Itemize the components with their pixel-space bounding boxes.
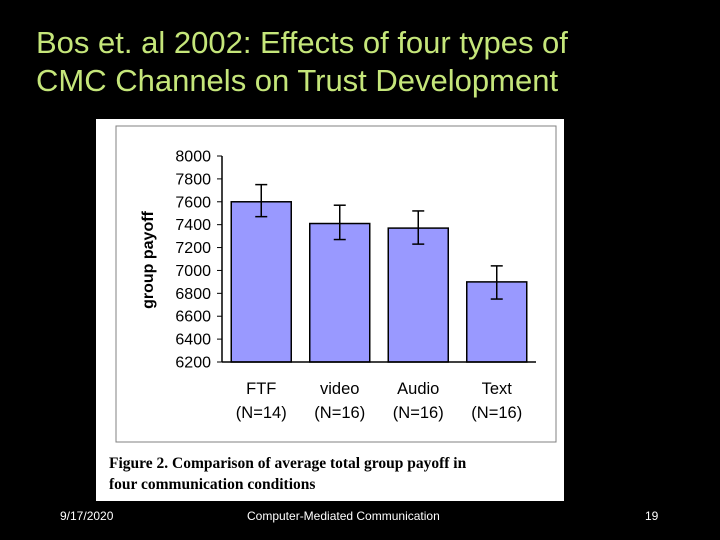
page-number: 19: [645, 509, 659, 523]
y-tick-label: 7800: [175, 171, 211, 188]
x-category-label: Text: [482, 380, 513, 398]
y-tick-label: 7400: [175, 217, 211, 234]
x-category-sublabel: (N=16): [471, 404, 522, 422]
y-tick-label: 6600: [175, 309, 211, 326]
x-category-label: Audio: [397, 380, 439, 398]
slide-title-line-2: CMC Channels on Trust Development: [36, 63, 559, 98]
y-tick-label: 7200: [175, 240, 211, 257]
footer-title: Computer-Mediated Communication: [247, 509, 440, 523]
bar-audio: [387, 227, 449, 363]
x-category-sublabel: (N=14): [236, 404, 287, 422]
slide-title: Bos et. al 2002: Effects of four types o…: [36, 24, 696, 100]
y-tick-label: 6200: [175, 355, 211, 372]
y-tick-label: 7000: [175, 263, 211, 280]
x-category-sublabel: (N=16): [393, 404, 444, 422]
figure-caption: Figure 2. Comparison of average total gr…: [109, 453, 559, 495]
bar-ftf: [230, 201, 292, 363]
caption-line-1: Figure 2. Comparison of average total gr…: [109, 455, 467, 472]
bar-video: [309, 222, 371, 363]
y-axis-label: group payoff: [140, 210, 157, 308]
footer-date: 9/17/2020: [60, 509, 114, 523]
x-category-label: FTF: [246, 380, 276, 398]
bar-chart: group payoff 6200 6400 6600 6800 7000 7200 740…: [115, 125, 557, 443]
y-tick-label: 7600: [175, 194, 211, 211]
figure-panel: group payoff 6200 6400 6600 6800 7000 7200 740…: [96, 119, 564, 501]
y-tick-label: 8000: [175, 149, 211, 166]
y-tick-label: 6800: [175, 286, 211, 303]
x-category-sublabel: (N=16): [314, 404, 365, 422]
caption-line-2: four communication conditions: [109, 476, 316, 493]
x-category-label: video: [320, 380, 359, 398]
y-tick-label: 6400: [175, 332, 211, 349]
slide-title-line-1: Bos et. al 2002: Effects of four types o…: [36, 25, 568, 60]
